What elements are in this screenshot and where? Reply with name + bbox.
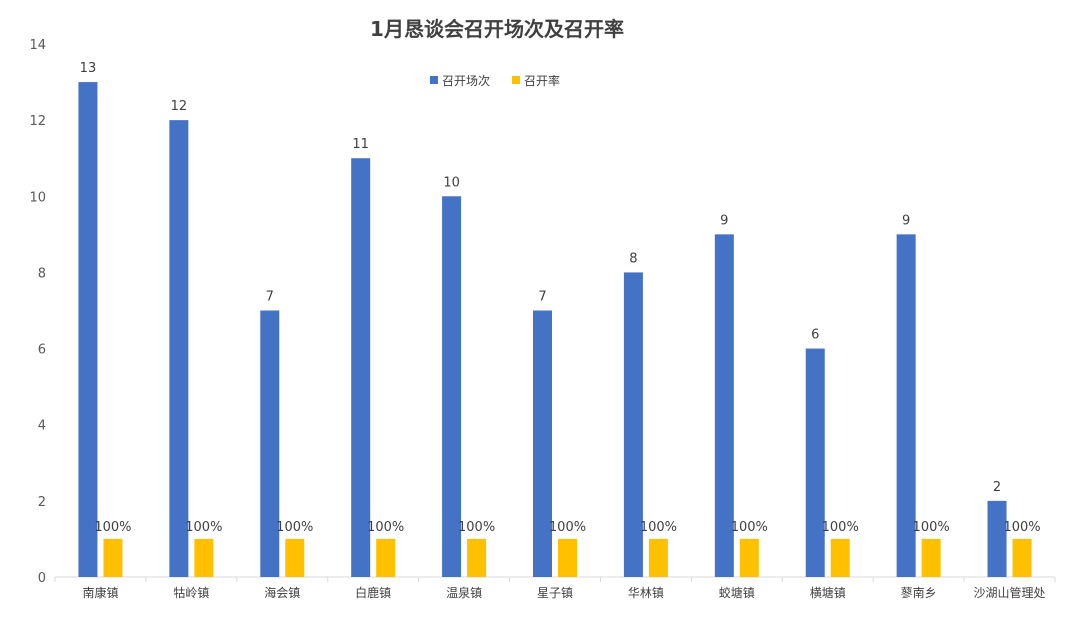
- legend[interactable]: 召开场次 召开率: [430, 73, 560, 88]
- x-category-label: 蓼南乡: [901, 585, 937, 600]
- x-axis: 南康镇 牯岭镇 海会镇 白鹿镇 温泉镇 星子镇 华林镇 蛟塘镇 横塘镇 蓼南乡 沙湖山管理处: [54, 576, 1056, 600]
- bar-meeting-count[interactable]: [987, 500, 1007, 577]
- x-category-label: 南康镇: [82, 585, 118, 600]
- bars: [78, 82, 1032, 578]
- bar-meeting-rate[interactable]: [648, 538, 668, 577]
- data-label-meeting-rate: 100%: [640, 520, 677, 535]
- bar-meeting-count[interactable]: [896, 234, 916, 577]
- bar-meeting-rate[interactable]: [194, 538, 214, 577]
- data-label-meeting-rate: 100%: [731, 520, 768, 535]
- data-label-meeting-count: 11: [352, 137, 369, 152]
- bar-meeting-count[interactable]: [714, 234, 734, 577]
- data-label-meeting-rate: 100%: [822, 520, 859, 535]
- legend-item-meeting-count[interactable]: 召开场次: [430, 74, 490, 88]
- legend-item-meeting-rate[interactable]: 召开率: [512, 73, 560, 88]
- y-tick-label: 8: [38, 266, 46, 281]
- chart-title: 1月恳谈会召开场次及召开率: [370, 17, 624, 41]
- legend-swatch: [512, 76, 520, 84]
- bar-meeting-rate[interactable]: [921, 538, 941, 577]
- bar-meeting-rate[interactable]: [739, 538, 759, 577]
- x-category-label: 海会镇: [264, 585, 300, 600]
- x-category-label: 白鹿镇: [355, 585, 391, 600]
- y-tick-label: 10: [29, 190, 46, 205]
- x-category-label: 蛟塘镇: [719, 585, 755, 600]
- y-tick-label: 4: [38, 419, 46, 434]
- bar-meeting-count[interactable]: [805, 348, 825, 577]
- bar-meeting-rate[interactable]: [285, 538, 305, 577]
- bar-meeting-count[interactable]: [351, 158, 371, 577]
- y-axis: 0 2 4 6 8 10 12 14: [29, 38, 46, 586]
- data-label-meeting-count: 12: [171, 99, 188, 114]
- data-label-meeting-rate: 100%: [1003, 520, 1040, 535]
- data-label-meeting-count: 9: [720, 213, 728, 228]
- x-category-label: 温泉镇: [446, 586, 482, 600]
- bar-meeting-rate[interactable]: [103, 538, 123, 577]
- y-tick-label: 6: [38, 343, 46, 358]
- data-label-meeting-count: 9: [902, 213, 910, 228]
- data-label-meeting-rate: 100%: [276, 520, 313, 535]
- bar-meeting-count[interactable]: [78, 82, 98, 578]
- x-category-label: 横塘镇: [810, 585, 846, 600]
- bar-meeting-count[interactable]: [533, 310, 552, 578]
- bar-meeting-rate[interactable]: [558, 538, 577, 577]
- data-label-meeting-rate: 100%: [913, 520, 950, 535]
- x-category-label: 华林镇: [628, 586, 664, 600]
- bar-meeting-rate[interactable]: [467, 538, 487, 577]
- bar-meeting-rate[interactable]: [376, 538, 396, 577]
- x-category-label: 星子镇: [537, 586, 573, 600]
- data-labels: 13 100% 12 100% 7 100% 11 100% 10 100% 7 100% 8 100% 9…: [80, 61, 1041, 535]
- data-label-meeting-rate: 100%: [367, 520, 404, 535]
- bar-meeting-count[interactable]: [260, 310, 280, 578]
- data-label-meeting-count: 7: [266, 290, 274, 305]
- y-tick-label: 14: [29, 38, 46, 53]
- legend-swatch: [430, 76, 438, 84]
- data-label-meeting-rate: 100%: [94, 520, 131, 535]
- bar-meeting-count[interactable]: [442, 196, 462, 578]
- data-label-meeting-rate: 100%: [458, 520, 495, 535]
- legend-label: 召开场次: [442, 74, 490, 88]
- bar-meeting-count[interactable]: [623, 272, 643, 577]
- data-label-meeting-count: 6: [811, 328, 819, 343]
- x-category-label: 沙湖山管理处: [974, 585, 1046, 600]
- x-category-label: 牯岭镇: [173, 586, 209, 600]
- data-label-meeting-count: 13: [80, 61, 97, 76]
- data-label-meeting-rate: 100%: [185, 520, 222, 535]
- y-tick-label: 0: [38, 571, 46, 586]
- data-label-meeting-count: 2: [993, 480, 1001, 495]
- bar-meeting-rate[interactable]: [830, 538, 850, 577]
- bar-meeting-count[interactable]: [169, 120, 189, 578]
- data-label-meeting-count: 7: [538, 290, 546, 305]
- y-tick-label: 12: [29, 114, 46, 129]
- data-label-meeting-count: 10: [443, 175, 460, 190]
- legend-label: 召开率: [524, 73, 560, 88]
- data-label-meeting-count: 8: [629, 251, 637, 266]
- bar-meeting-rate[interactable]: [1012, 538, 1032, 577]
- y-tick-label: 2: [38, 495, 46, 510]
- data-label-meeting-rate: 100%: [549, 520, 586, 535]
